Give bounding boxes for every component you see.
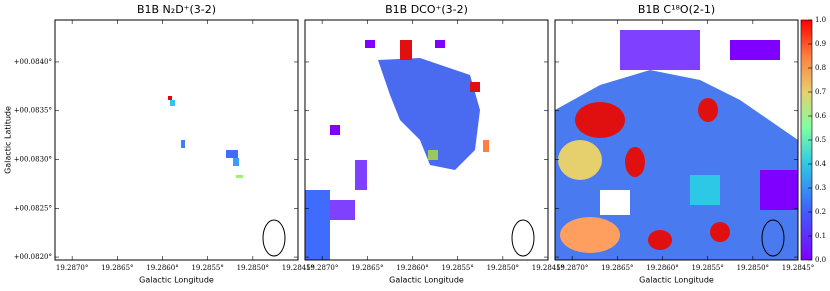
- colorbar-tick-label: 0.1: [815, 232, 826, 240]
- plot-frame: [304, 19, 549, 261]
- colorbar-tick-label: 0.8: [815, 64, 826, 72]
- y-tick-label: +00.0825°: [14, 204, 52, 212]
- beams: [262, 219, 785, 257]
- colorbar-tick-label: 0.3: [815, 184, 826, 192]
- colorbar-tick-label: 0.2: [815, 208, 826, 216]
- colorbar-tick-label: 0.4: [815, 160, 827, 168]
- colorbar-tick-label: 0.0: [815, 256, 826, 264]
- colorbar-tick-label: 0.7: [815, 88, 826, 96]
- x-tick-label: 19.2855°: [691, 264, 723, 272]
- map-c18o: [555, 30, 798, 260]
- plot-frame: [54, 19, 299, 261]
- y-tick-label: +00.0830°: [14, 156, 52, 164]
- x-tick-label: 19.2865°: [101, 264, 133, 272]
- plot-frame: [554, 19, 799, 261]
- colorbar-tick-label: 0.6: [815, 112, 827, 120]
- y-axis-label: Galactic Latitude: [4, 106, 13, 174]
- x-tick-label: 19.2860°: [146, 264, 178, 272]
- colorbar-tick-label: 1.0: [815, 16, 826, 24]
- x-tick-label: 19.2870°: [306, 264, 338, 272]
- y-tick-label: +00.0840°: [14, 58, 52, 66]
- x-tick-label: 19.2860°: [396, 264, 428, 272]
- x-tick-label: 19.2845°: [282, 264, 314, 272]
- colorbar-tick-label: 0.9: [815, 40, 826, 48]
- x-axis-label: Galactic Longitude: [139, 276, 214, 285]
- x-tick-label: 19.2850°: [237, 264, 269, 272]
- map-n2d: [168, 96, 243, 178]
- x-tick-label: 19.2855°: [441, 264, 473, 272]
- x-tick-label: 19.2845°: [532, 264, 564, 272]
- x-tick-label: 19.2860°: [646, 264, 678, 272]
- x-tick-label: 19.2865°: [351, 264, 383, 272]
- map-dco: [305, 40, 489, 260]
- x-tick-label: 19.2850°: [737, 264, 769, 272]
- y-tick-label: +00.0835°: [14, 107, 52, 115]
- x-tick-label: 19.2865°: [601, 264, 633, 272]
- x-axis-label: Galactic Longitude: [639, 276, 714, 285]
- x-tick-label: 19.2870°: [56, 264, 88, 272]
- x-axis-label: Galactic Longitude: [389, 276, 464, 285]
- y-tick-label: +00.0820°: [14, 253, 52, 261]
- chart-title: B1B N₂D⁺(3-2): [137, 3, 216, 16]
- x-tick-label: 19.2855°: [191, 264, 223, 272]
- chart-title: B1B C¹⁸O(2-1): [638, 3, 715, 16]
- x-tick-label: 19.2870°: [556, 264, 588, 272]
- x-tick-label: 19.2845°: [782, 264, 814, 272]
- x-tick-label: 19.2850°: [487, 264, 519, 272]
- chart-title: B1B DCO⁺(3-2): [385, 3, 468, 16]
- colorbar-tick-label: 0.5: [815, 136, 826, 144]
